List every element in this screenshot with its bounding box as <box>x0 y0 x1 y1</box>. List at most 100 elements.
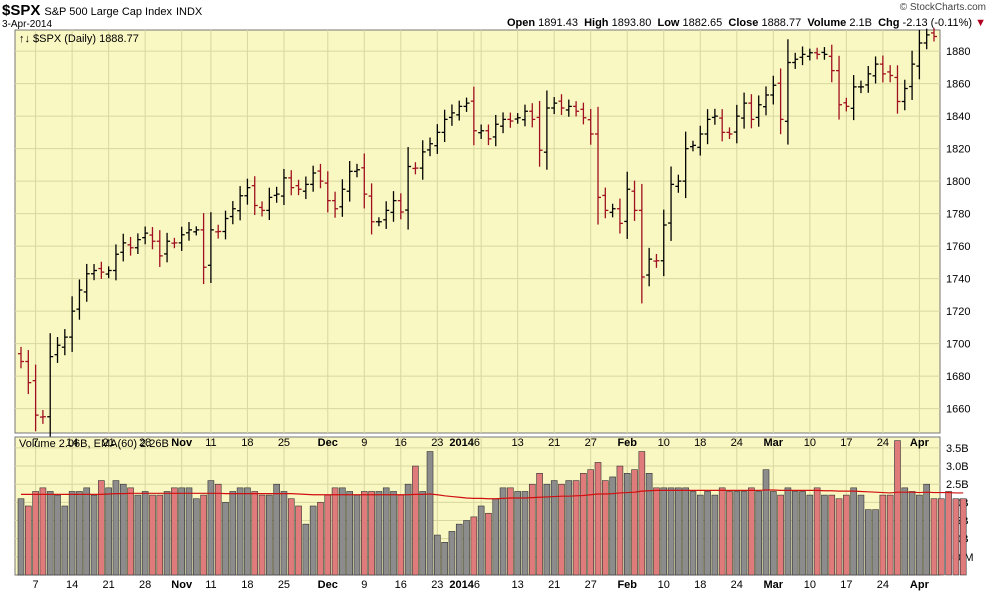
volume-bar <box>528 483 536 576</box>
ohlc-bar <box>61 329 68 356</box>
x-axis: 7 14 21 28 Nov 11 18 25 Dec 9 16 23 2014 6 13 21 27 Feb 10… <box>33 437 930 591</box>
volume-bar <box>843 494 850 576</box>
volume-bar <box>799 491 806 576</box>
x-tick-label: Feb <box>617 579 637 591</box>
x-tick-label: 7 <box>33 437 39 449</box>
ohlc-bar <box>134 233 141 255</box>
volume-value: 2.1B <box>849 17 872 29</box>
price-plot-area <box>14 29 941 434</box>
volume-bar <box>76 491 83 576</box>
ohlc-bar <box>857 80 864 94</box>
price-tick-label: 1660 <box>946 404 970 416</box>
ohlc-bar <box>697 125 704 156</box>
quote-summary: Open 1891.43 High 1893.80 Low 1882.65 Cl… <box>507 17 986 29</box>
ohlc-bar <box>850 75 857 121</box>
ohlc-bar <box>792 52 799 69</box>
ohlc-bar <box>25 350 32 395</box>
volume-bar <box>280 491 288 576</box>
x-tick-label: 27 <box>585 579 597 591</box>
x-tick-label: Apr <box>910 437 930 449</box>
ohlc-bar <box>536 100 543 167</box>
index-name: S&P 500 Large Cap Index <box>44 6 172 18</box>
volume-bar <box>631 469 638 576</box>
volume-bar <box>390 491 397 576</box>
brand-link[interactable]: © StockCharts.com <box>899 2 986 13</box>
ohlc-bar <box>565 99 572 117</box>
volume-bar <box>229 491 237 576</box>
ohlc-bar <box>733 104 740 144</box>
ohlc-bar <box>317 163 324 189</box>
price-legend: ↑↓ $SPX (Daily) 1888.77 <box>19 33 139 45</box>
ohlc-bar <box>332 191 339 218</box>
chart-header: $SPX S&P 500 Large Cap Index INDX 3-Apr-20… <box>0 0 990 30</box>
volume-bar <box>718 487 726 576</box>
ohlc-bar <box>76 279 83 320</box>
price-panel: 1660 1680 1700 1720 1740 1760 1780 1800 1820 1840… <box>14 27 970 441</box>
ohlc-bar <box>631 180 638 221</box>
ohlc-bar <box>171 237 178 249</box>
ohlc-bar <box>324 171 331 213</box>
x-tick-label: 10 <box>658 437 670 449</box>
open-label: Open <box>506 17 536 29</box>
volume-bar <box>587 469 595 576</box>
ohlc-bar <box>390 191 397 222</box>
price-tick-label: 1700 <box>946 339 970 351</box>
ohlc-bar <box>602 187 609 219</box>
volume-bar <box>90 494 98 576</box>
volume-bar <box>623 473 631 576</box>
volume-bar <box>813 487 821 576</box>
volume-bar <box>638 451 646 576</box>
ohlc-bar <box>368 183 375 235</box>
x-tick-label: 25 <box>278 579 290 591</box>
ohlc-bar <box>112 244 119 281</box>
volume-bar <box>609 476 616 576</box>
ohlc-bar <box>770 75 777 105</box>
ohlc-bar <box>865 66 872 93</box>
volume-bar <box>353 494 361 576</box>
volume-bar <box>331 487 339 576</box>
volume-tick-label: 3.0B <box>946 461 969 473</box>
x-tick-label: 16 <box>395 437 407 449</box>
x-tick-label: 24 <box>731 437 743 449</box>
x-tick-label: 18 <box>241 437 253 449</box>
ohlc-bar <box>609 203 616 218</box>
volume-bar <box>653 487 660 576</box>
volume-bar <box>455 523 463 576</box>
volume-bar <box>602 480 609 576</box>
volume-bar <box>835 498 843 576</box>
x-tick-label: 10 <box>804 579 816 591</box>
volume-bar <box>660 487 668 576</box>
price-tick-label: 1820 <box>946 144 970 156</box>
ohlc-bar <box>879 55 886 83</box>
ohlc-bar <box>54 337 61 363</box>
ohlc-bar <box>470 86 477 146</box>
x-tick-label: 28 <box>139 437 151 449</box>
volume-bar <box>908 491 916 576</box>
ohlc-bar <box>193 226 200 236</box>
volume-tick-label: 2.5B <box>946 479 969 491</box>
x-tick-label: 21 <box>103 437 115 449</box>
ohlc-bar <box>872 56 879 84</box>
volume-bar <box>784 487 792 576</box>
volume-bar <box>470 516 478 576</box>
volume-bar <box>448 531 456 576</box>
ohlc-bar <box>98 261 105 279</box>
ohlc-bar <box>185 222 192 241</box>
x-tick-label: 11 <box>205 579 216 591</box>
ohlc-bar <box>887 65 894 83</box>
ohlc-bar <box>237 186 244 221</box>
volume-bar <box>594 462 602 576</box>
volume-bar <box>872 509 879 576</box>
ohlc-bar <box>91 264 98 281</box>
x-tick-label: 28 <box>139 579 151 591</box>
volume-bar <box>368 491 375 576</box>
low-value: 1882.65 <box>682 17 723 29</box>
volume-bar <box>930 498 938 576</box>
volume-bar <box>324 494 332 576</box>
volume-bar <box>200 494 207 576</box>
ohlc-bar <box>653 253 660 268</box>
ohlc-bar <box>595 106 602 225</box>
volume-bar <box>828 494 836 576</box>
x-tick-label: 6 <box>474 437 480 449</box>
volume-bar <box>550 480 558 576</box>
